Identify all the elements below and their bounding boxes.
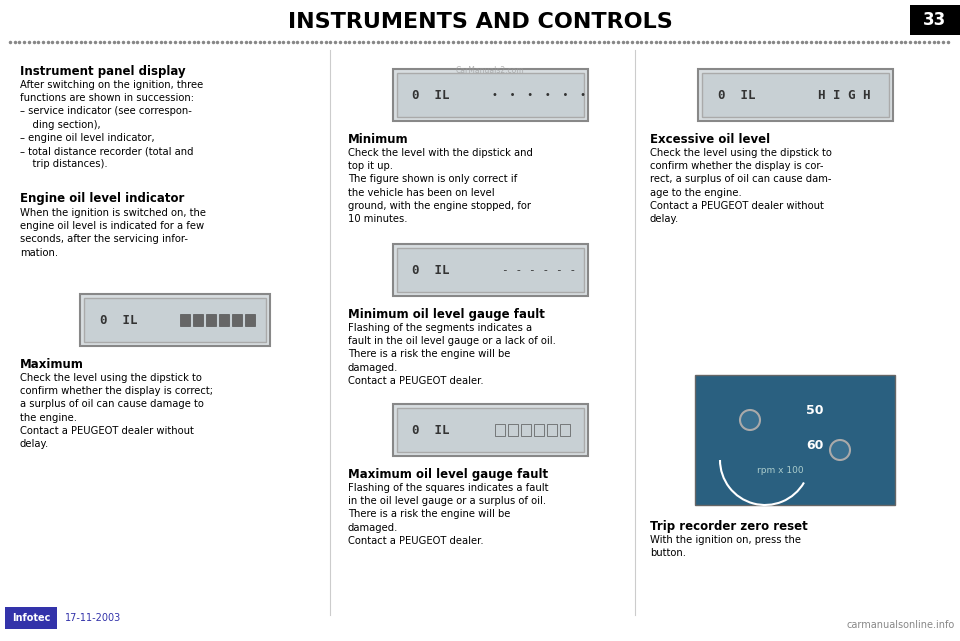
Bar <box>180 314 190 326</box>
Text: Excessive oil level: Excessive oil level <box>650 133 770 146</box>
Text: Trip recorder zero reset: Trip recorder zero reset <box>650 520 807 533</box>
Bar <box>206 314 216 326</box>
Bar <box>219 314 229 326</box>
Bar <box>547 424 557 436</box>
Circle shape <box>740 410 760 430</box>
FancyBboxPatch shape <box>695 375 895 505</box>
Bar <box>534 424 544 436</box>
Circle shape <box>830 440 850 460</box>
Bar <box>560 424 570 436</box>
FancyBboxPatch shape <box>393 244 588 296</box>
Text: Maximum oil level gauge fault: Maximum oil level gauge fault <box>348 468 548 481</box>
Text: Check the level using the dipstick to
confirm whether the display is cor-
rect, : Check the level using the dipstick to co… <box>650 148 832 224</box>
Bar <box>193 314 203 326</box>
Text: Flashing of the squares indicates a fault
in the oil level gauge or a surplus of: Flashing of the squares indicates a faul… <box>348 483 548 545</box>
Text: Minimum oil level gauge fault: Minimum oil level gauge fault <box>348 308 545 321</box>
Text: Check the level with the dipstick and
top it up.
The figure shown is only correc: Check the level with the dipstick and to… <box>348 148 533 224</box>
Text: H I G H: H I G H <box>818 88 870 101</box>
FancyBboxPatch shape <box>84 298 266 342</box>
Text: Maximum: Maximum <box>20 358 84 371</box>
Text: 17-11-2003: 17-11-2003 <box>65 613 121 623</box>
Text: rpm x 100: rpm x 100 <box>756 465 804 474</box>
FancyBboxPatch shape <box>396 408 584 452</box>
FancyBboxPatch shape <box>393 69 588 121</box>
Text: 0  IL: 0 IL <box>100 313 137 326</box>
Text: Engine oil level indicator: Engine oil level indicator <box>20 192 184 205</box>
Text: Minimum: Minimum <box>348 133 409 146</box>
Bar <box>508 424 518 436</box>
Text: With the ignition on, press the
button.: With the ignition on, press the button. <box>650 535 801 558</box>
Bar <box>232 314 242 326</box>
Text: 50: 50 <box>806 403 824 417</box>
Text: 60: 60 <box>806 438 824 451</box>
Text: 0  IL: 0 IL <box>413 424 450 437</box>
Text: 33: 33 <box>924 11 947 29</box>
FancyBboxPatch shape <box>393 404 588 456</box>
FancyBboxPatch shape <box>396 73 584 117</box>
Bar <box>495 424 505 436</box>
Bar <box>245 314 255 326</box>
Text: 0  IL: 0 IL <box>413 263 450 276</box>
Text: Infotec: Infotec <box>12 613 50 623</box>
Bar <box>910 5 960 35</box>
Text: CarManuals2.com: CarManuals2.com <box>456 65 524 74</box>
FancyBboxPatch shape <box>702 73 889 117</box>
Text: Flashing of the segments indicates a
fault in the oil level gauge or a lack of o: Flashing of the segments indicates a fau… <box>348 323 556 386</box>
Text: 0  IL: 0 IL <box>413 88 450 101</box>
FancyBboxPatch shape <box>396 248 584 292</box>
Bar <box>5 607 57 629</box>
Text: When the ignition is switched on, the
engine oil level is indicated for a few
se: When the ignition is switched on, the en… <box>20 208 206 258</box>
FancyBboxPatch shape <box>698 69 893 121</box>
Text: After switching on the ignition, three
functions are shown in succession:
– serv: After switching on the ignition, three f… <box>20 80 204 169</box>
Text: INSTRUMENTS AND CONTROLS: INSTRUMENTS AND CONTROLS <box>288 12 672 32</box>
Text: Instrument panel display: Instrument panel display <box>20 65 185 78</box>
FancyBboxPatch shape <box>80 294 270 346</box>
Text: carmanualsonline.info: carmanualsonline.info <box>847 620 955 630</box>
Text: 0  IL: 0 IL <box>717 88 755 101</box>
Text: - - - - - -: - - - - - - <box>502 265 576 275</box>
Text: •  •  •  •  •  •: • • • • • • <box>492 90 586 100</box>
Text: Check the level using the dipstick to
confirm whether the display is correct;
a : Check the level using the dipstick to co… <box>20 373 213 449</box>
Bar <box>521 424 531 436</box>
